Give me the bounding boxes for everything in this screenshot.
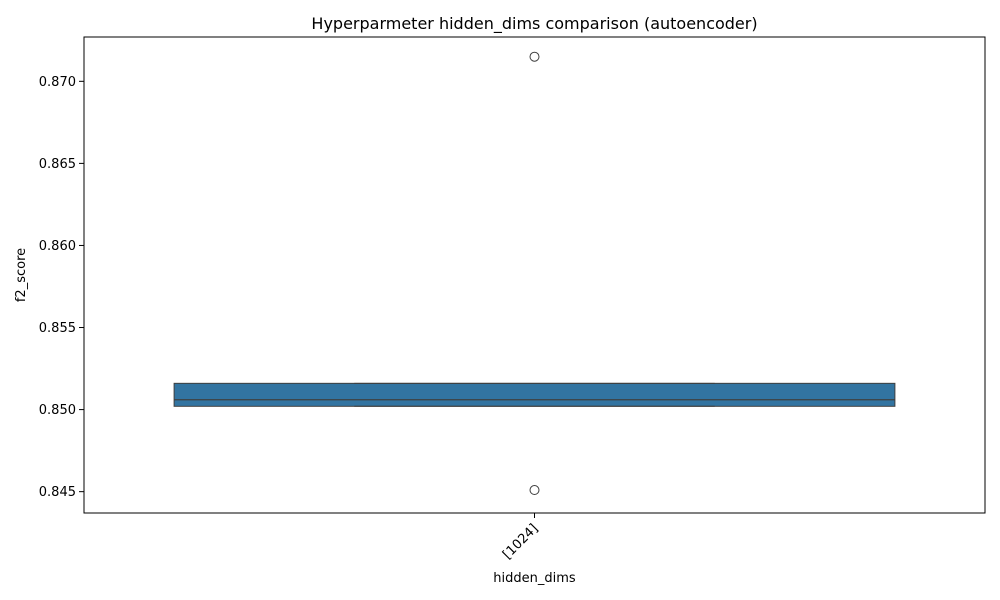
- outlier-point: [529, 51, 540, 62]
- y-axis-ticks: 0.845 0.850 0.855 0.860 0.865 0.870: [39, 75, 84, 500]
- box-iqr: [173, 382, 896, 407]
- x-axis-label: hidden_dims: [493, 571, 576, 586]
- x-axis-ticks: [1024]: [500, 513, 541, 562]
- outlier-point: [529, 485, 540, 496]
- box-series: [173, 51, 896, 496]
- y-tick-label: 0.845: [39, 485, 76, 500]
- y-tick-label: 0.850: [39, 403, 76, 418]
- y-tick-label: 0.860: [39, 239, 76, 254]
- y-axis-label: f2_score: [14, 248, 29, 302]
- plot-area-frame: [83, 36, 986, 514]
- chart-title: Hyperparmeter hidden_dims comparison (au…: [311, 14, 757, 34]
- y-tick-label: 0.865: [39, 157, 76, 172]
- y-tick-label: 0.870: [39, 75, 76, 90]
- x-tick-label: [1024]: [500, 521, 541, 562]
- y-tick-label: 0.855: [39, 321, 76, 336]
